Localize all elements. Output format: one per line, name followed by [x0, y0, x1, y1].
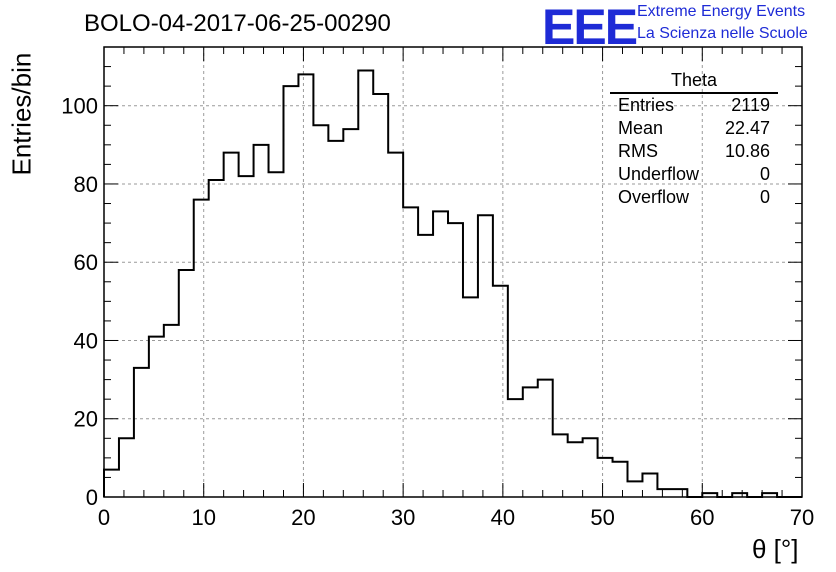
y-axis-label: Entries/bin	[6, 52, 37, 176]
histogram-bin	[583, 438, 598, 497]
histogram-bin	[343, 129, 358, 497]
y-tick-label: 80	[74, 172, 98, 197]
histogram-bin	[179, 270, 194, 497]
stats-value: 2119	[731, 95, 770, 115]
histogram-bin	[283, 86, 298, 497]
logo-line-1: Extreme Energy Events	[637, 3, 806, 20]
stats-label: Overflow	[618, 187, 690, 207]
histogram-bin	[642, 474, 657, 497]
histogram-bin	[388, 153, 403, 497]
stats-box: Theta Entries 2119 Mean 22.47 RMS 10.86 Und…	[610, 70, 778, 209]
histogram-bin	[568, 442, 583, 497]
histogram-bin	[239, 176, 254, 497]
histogram-bin	[209, 180, 224, 497]
histogram-bin	[149, 337, 164, 497]
histogram-bin	[313, 125, 328, 497]
eee-logo: EEE	[542, 0, 638, 55]
histogram-bin	[418, 235, 433, 497]
histogram-bin	[328, 141, 343, 497]
stats-label: Underflow	[618, 164, 700, 184]
histogram-bin	[702, 493, 717, 497]
histogram-bin	[358, 70, 373, 497]
stats-row-overflow: Overflow 0	[610, 186, 778, 209]
histogram-bin	[478, 215, 493, 497]
histogram-bin	[104, 470, 119, 497]
x-tick-label: 0	[98, 505, 110, 530]
y-tick-label: 20	[74, 407, 98, 432]
histogram-bin	[523, 387, 538, 497]
histogram-bin	[553, 434, 568, 497]
x-tick-label: 60	[690, 505, 714, 530]
histogram-bin	[254, 145, 269, 497]
histogram-bin	[508, 399, 523, 497]
stats-label: RMS	[618, 141, 658, 161]
stats-value: 22.47	[724, 118, 770, 138]
histogram-bin	[493, 286, 508, 497]
stats-value: 0	[759, 164, 770, 184]
y-tick-label: 40	[74, 328, 98, 353]
plot-frame	[103, 46, 803, 498]
histogram-bin	[298, 74, 313, 497]
x-tick-label: 70	[790, 505, 814, 530]
histogram-bin	[613, 462, 628, 497]
histogram-bin	[119, 438, 134, 497]
histogram-bin	[164, 325, 179, 497]
stats-row-entries: Entries 2119	[610, 94, 778, 117]
histogram-bin	[433, 211, 448, 497]
logo-line-2: La Scienza nelle Scuole	[637, 25, 808, 42]
stats-title: Theta	[610, 70, 778, 94]
histogram-bin	[463, 297, 478, 497]
x-tick-label: 30	[391, 505, 415, 530]
histogram-bin	[403, 207, 418, 497]
histogram-bin	[269, 172, 284, 497]
histogram-line	[103, 69, 802, 498]
histogram-bin	[134, 368, 149, 497]
stats-label: Entries	[618, 95, 675, 115]
histogram-bin	[672, 489, 687, 497]
histogram-bin	[598, 458, 613, 497]
x-tick-label: 20	[291, 505, 315, 530]
histogram-bin	[373, 94, 388, 497]
stats-row-mean: Mean 22.47	[610, 117, 778, 140]
histogram-bin	[762, 493, 777, 497]
x-tick-label: 50	[590, 505, 614, 530]
stats-value: 0	[759, 187, 770, 207]
x-tick-label: 40	[491, 505, 515, 530]
histogram-bin	[657, 489, 672, 497]
chart-title: BOLO-04-2017-06-25-00290	[84, 10, 391, 37]
histogram-bin	[732, 493, 747, 497]
stats-value: 10.86	[724, 141, 770, 161]
y-tick-label: 60	[74, 250, 98, 275]
stats-row-underflow: Underflow 0	[610, 163, 778, 186]
stats-label: Mean	[618, 118, 664, 138]
histogram-bin	[224, 153, 239, 497]
histogram-bin	[538, 380, 553, 497]
y-tick-label: 100	[61, 94, 98, 119]
stats-row-rms: RMS 10.86	[610, 140, 778, 163]
x-tick-label: 10	[191, 505, 215, 530]
y-tick-label: 0	[86, 485, 98, 510]
histogram-bin	[194, 200, 209, 497]
histogram-bin	[628, 481, 643, 497]
histogram-bin	[448, 223, 463, 497]
x-axis-label: θ [°]	[752, 534, 799, 564]
